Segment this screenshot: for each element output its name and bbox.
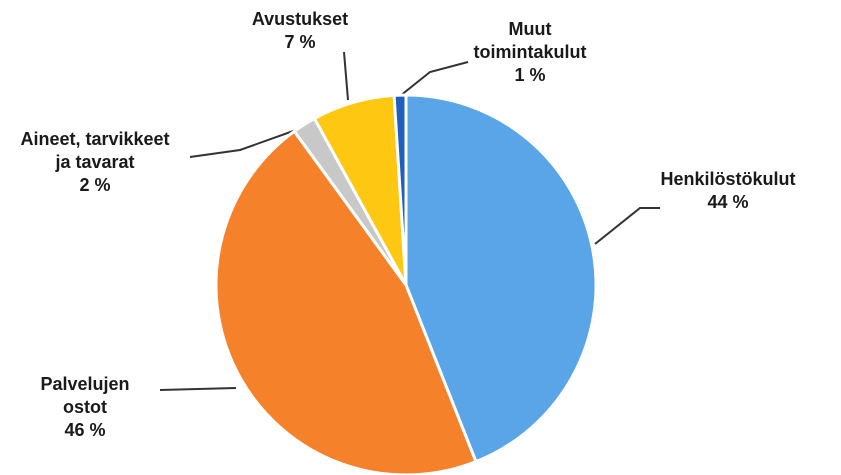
slice-value-label: 2 % [79, 175, 110, 195]
leader-line [399, 61, 469, 97]
leader-line [159, 387, 237, 391]
pie-slice [392, 93, 408, 286]
pie-slice [404, 93, 598, 464]
slice-value-label: 7 % [284, 32, 315, 52]
slice-label: Henkilöstökulut [660, 169, 795, 189]
slice-label: Muut toimintakulut [474, 19, 587, 62]
leader-line [594, 207, 660, 245]
leader-line [189, 129, 297, 158]
slice-value-label: 44 % [707, 192, 748, 212]
leader-lines [159, 51, 660, 391]
slice-label: Avustukset [252, 9, 348, 29]
slice-label: Palvelujen ostot [40, 374, 129, 417]
slice-value-label: 46 % [64, 420, 105, 440]
slice-label: Aineet, tarvikkeet ja tavarat [20, 129, 169, 172]
leader-line [343, 51, 349, 101]
slice-value-label: 1 % [514, 65, 545, 85]
